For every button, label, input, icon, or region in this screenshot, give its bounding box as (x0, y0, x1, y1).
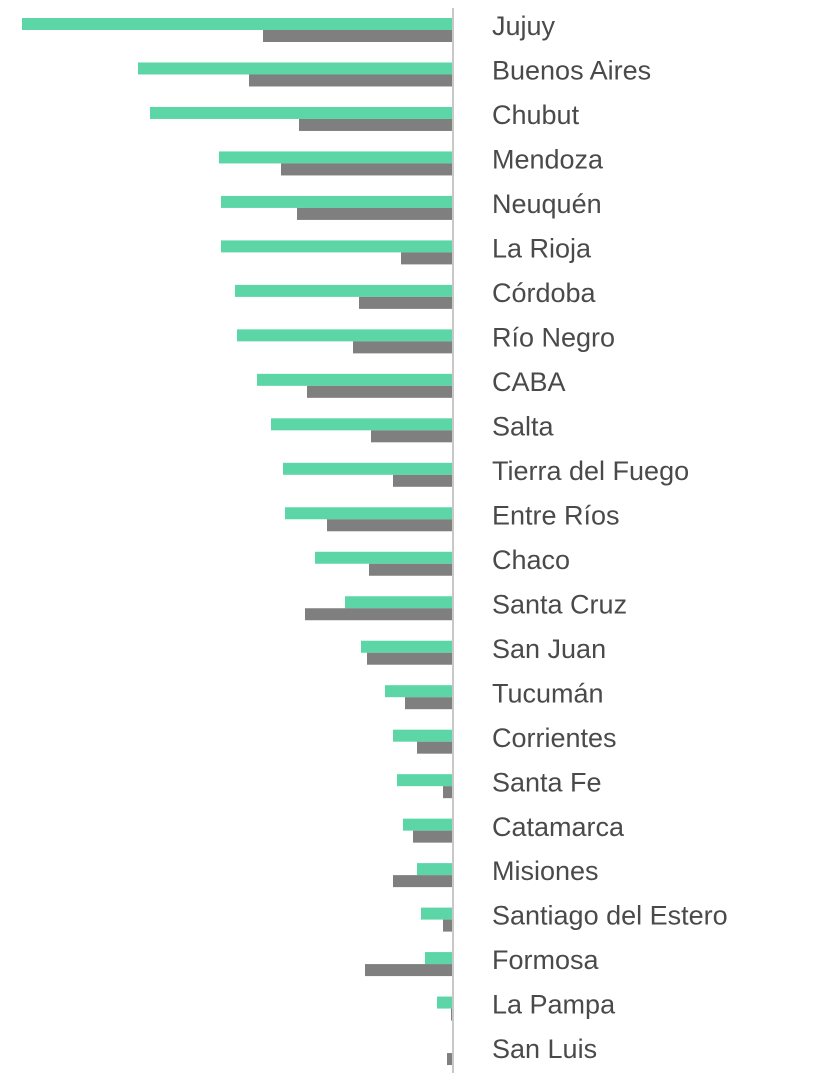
bar (221, 240, 453, 253)
bar (219, 151, 453, 164)
bar (345, 596, 453, 609)
bar (393, 875, 453, 888)
bar (263, 30, 453, 42)
bar (443, 919, 453, 932)
bar (271, 418, 453, 431)
bar (393, 474, 453, 487)
bar (447, 1053, 453, 1066)
bar (371, 430, 453, 443)
bar (385, 685, 453, 698)
category-label: San Juan (492, 634, 606, 664)
bar (22, 18, 453, 30)
bar (359, 296, 453, 309)
category-label: San Luis (492, 1034, 597, 1064)
category-label: Chubut (492, 100, 580, 130)
bar (297, 207, 453, 220)
bar (249, 74, 453, 87)
bar (285, 507, 453, 520)
category-label: Buenos Aires (492, 56, 651, 86)
bar (417, 741, 453, 754)
bar (369, 563, 453, 576)
category-label: Corrientes (492, 723, 617, 753)
bar (257, 373, 453, 386)
bar (367, 652, 453, 665)
bar (281, 163, 453, 176)
bar (237, 329, 453, 342)
bar (315, 551, 453, 564)
category-label: Neuquén (492, 189, 602, 219)
category-label: Chaco (492, 545, 570, 575)
category-label: Catamarca (492, 812, 625, 842)
category-label: Río Negro (492, 322, 615, 352)
bar (401, 252, 453, 265)
bar (397, 774, 453, 787)
category-label: Formosa (492, 945, 600, 975)
bar (307, 385, 453, 398)
category-label: CABA (492, 367, 566, 397)
category-label: Salta (492, 411, 555, 441)
category-label: Santa Cruz (492, 589, 627, 619)
bar (413, 830, 453, 843)
category-label: Santiago del Estero (492, 901, 728, 931)
category-label: Jujuy (492, 11, 556, 41)
bar (150, 106, 453, 119)
bar (393, 729, 453, 742)
bar (221, 195, 453, 208)
bar (327, 519, 453, 532)
category-label: Mendoza (492, 145, 604, 175)
category-label: Entre Ríos (492, 500, 620, 530)
bar (417, 863, 453, 876)
bar (403, 818, 453, 831)
bar (437, 996, 453, 1009)
bar (365, 964, 453, 977)
bar (138, 62, 453, 75)
bar (361, 640, 453, 653)
bar (425, 952, 453, 965)
category-label: Tierra del Fuego (492, 456, 689, 486)
bar (283, 462, 453, 475)
category-label: La Rioja (492, 234, 592, 264)
bar (353, 341, 453, 354)
category-label: Misiones (492, 856, 599, 886)
category-label: La Pampa (492, 990, 616, 1020)
category-label: Córdoba (492, 278, 597, 308)
category-label: Tucumán (492, 678, 604, 708)
bar (405, 697, 453, 710)
category-label: Santa Fe (492, 767, 602, 797)
bar (235, 284, 453, 297)
bar (443, 786, 453, 799)
bar (421, 907, 453, 920)
bar (299, 118, 453, 131)
bar (305, 608, 453, 621)
